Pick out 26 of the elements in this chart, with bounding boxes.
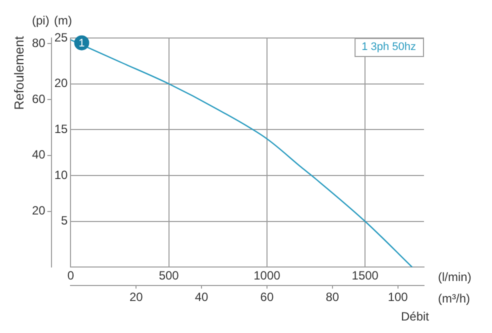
y-tick-label: 10	[54, 168, 68, 182]
y2-tick-label: 60	[32, 92, 46, 106]
x-tick-label: 0	[67, 268, 74, 283]
y-tick-label: 5	[61, 214, 68, 228]
y-tick-label: 25	[54, 30, 68, 44]
x-tick-label: 500	[158, 268, 180, 283]
x2-tick-label: 20	[129, 290, 144, 304]
x2-tick-label: 60	[260, 290, 274, 304]
y2-tick-label: 40	[32, 148, 46, 162]
text: 1 3ph 50hz	[362, 41, 416, 54]
x2-tick-label: 40	[194, 290, 209, 304]
y2-tick-label: 20	[32, 204, 46, 218]
text: Refoulement	[12, 36, 27, 110]
y2-tick-label: 80	[32, 36, 46, 50]
x2-tick-label: 100	[388, 290, 408, 304]
annotation: 1	[78, 37, 85, 50]
y-tick-label: 20	[54, 76, 68, 90]
text: Débit	[400, 309, 430, 324]
x2-axis-title: (m³/h)	[438, 291, 470, 306]
y2-axis-title: (pi)	[32, 13, 50, 28]
x-tick-label: 1000	[254, 268, 281, 283]
x2-tick-label: 80	[326, 290, 340, 304]
y-tick-label: 15	[54, 122, 68, 136]
x-tick-label: 1500	[352, 268, 379, 283]
y-axis-title: (m)	[54, 13, 72, 28]
x-axis-title: (l/min)	[438, 270, 472, 284]
